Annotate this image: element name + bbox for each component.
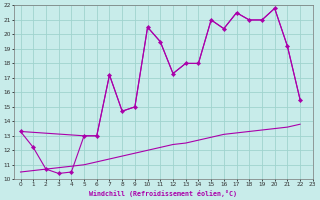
X-axis label: Windchill (Refroidissement éolien,°C): Windchill (Refroidissement éolien,°C) <box>90 190 237 197</box>
